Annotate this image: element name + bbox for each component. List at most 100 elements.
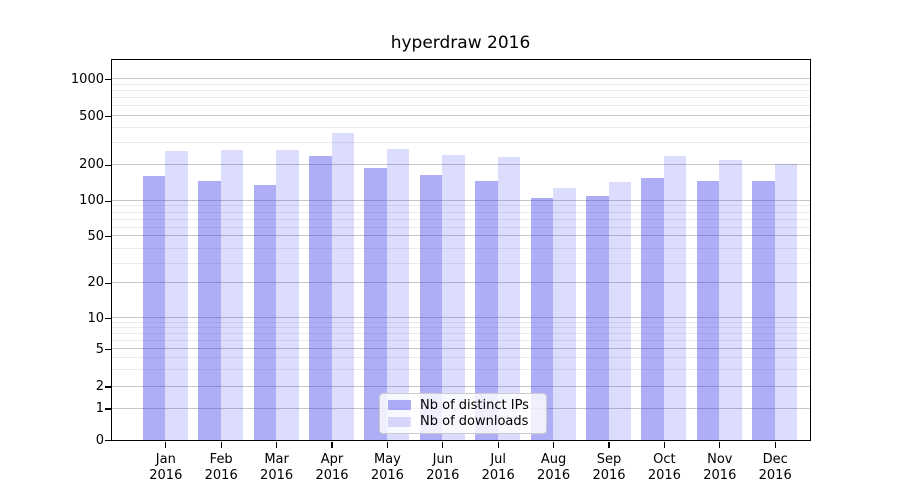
legend-swatch-distinct-ips [388,400,411,411]
y-tick-label: 2 [95,379,104,395]
minor-gridline [112,340,810,342]
major-gridline [112,164,810,165]
major-gridline [112,235,810,237]
x-tick-mark [275,441,278,448]
y-tick-mark [105,408,111,410]
x-tick-label: Sep 2016 [592,452,626,483]
y-tick-mark [105,318,111,320]
y-tick-mark [105,235,111,238]
bar-distinct-ips [752,181,775,440]
x-tick-label: May 2016 [370,452,404,483]
y-tick-mark [105,200,111,202]
minor-gridline [112,357,810,359]
bar-downloads [276,149,299,440]
x-tick-mark [774,441,776,448]
y-tick-mark [105,349,111,351]
y-tick-mark [105,79,111,81]
y-tick-label: 500 [79,108,104,124]
bar-distinct-ips [142,175,166,440]
bar-distinct-ips [253,184,277,440]
bar-distinct-ips [419,174,443,440]
minor-gridline [112,226,810,228]
x-tick-mark [386,441,389,448]
minor-gridline [112,218,810,220]
x-tick-mark [442,441,444,448]
legend-label-distinct-ips: Nb of distinct IPs [420,397,529,413]
bar-downloads [663,156,687,440]
y-tick-label: 1000 [70,71,104,87]
x-tick-label: Jan 2016 [149,452,183,483]
bar-downloads [220,149,244,440]
major-gridline [112,385,810,387]
x-tick-label: Aug 2016 [537,452,571,483]
x-tick-label: Apr 2016 [315,452,349,483]
x-tick-mark [552,441,555,448]
bar-downloads [774,164,798,440]
bar-distinct-ips [198,181,221,440]
y-tick-label: 50 [87,228,104,244]
minor-gridline [112,263,810,265]
x-tick-label: Dec 2016 [758,452,792,483]
bar-distinct-ips [696,181,720,440]
major-gridline [112,281,810,283]
x-tick-label: Feb 2016 [204,452,238,483]
minor-gridline [112,248,810,250]
legend-row-downloads: Nb of downloads [388,414,538,429]
minor-gridline [112,322,810,323]
x-tick-mark [331,441,333,448]
x-tick-label: Mar 2016 [260,452,294,483]
minor-gridline [112,105,810,107]
bar-distinct-ips [475,181,498,440]
bar-downloads [442,155,465,440]
minor-gridline [112,90,810,92]
x-tick-label: Oct 2016 [647,452,681,483]
y-tick-mark [105,439,111,442]
minor-gridline [112,141,810,143]
legend-swatch-downloads [388,416,411,427]
x-tick-mark [220,441,222,448]
major-gridline [112,78,810,80]
x-tick-label: Nov 2016 [703,452,737,483]
minor-gridline [112,211,810,213]
y-tick-mark [105,115,111,118]
legend: Nb of distinct IPs Nb of downloads [379,393,547,434]
bar-distinct-ips [586,196,609,440]
minor-gridline [112,126,810,128]
x-tick-mark [497,441,499,448]
minor-gridline [112,97,810,99]
y-tick-label: 20 [87,275,104,291]
major-gridline [112,115,810,117]
y-tick-mark [105,164,111,167]
bar-downloads [165,151,188,440]
y-tick-mark [105,282,111,285]
minor-gridline [112,205,810,207]
bar-downloads [608,182,631,440]
major-gridline [112,348,810,350]
y-tick-label: 1 [95,400,104,416]
minor-gridline [112,327,810,329]
x-tick-mark [719,441,721,448]
legend-row-distinct-ips: Nb of distinct IPs [388,398,538,413]
minor-gridline [112,369,810,371]
plot-area [111,59,811,441]
minor-gridline [112,83,810,85]
bar-distinct-ips [641,177,664,440]
y-tick-label: 100 [79,193,104,209]
y-tick-label: 200 [79,157,104,173]
bars-layer [112,60,810,440]
bar-distinct-ips [364,167,387,440]
bar-downloads [386,149,410,440]
bar-downloads [719,160,742,440]
chart-title: hyperdraw 2016 [390,33,531,53]
x-tick-mark [165,441,167,448]
x-tick-mark [663,441,666,448]
bar-downloads [497,157,521,440]
minor-gridline [112,333,810,335]
x-tick-mark [608,441,610,448]
legend-label-downloads: Nb of downloads [420,414,529,430]
y-tick-label: 0 [95,432,104,448]
bar-downloads [553,187,576,440]
bar-distinct-ips [530,197,554,440]
y-tick-label: 5 [95,341,104,357]
